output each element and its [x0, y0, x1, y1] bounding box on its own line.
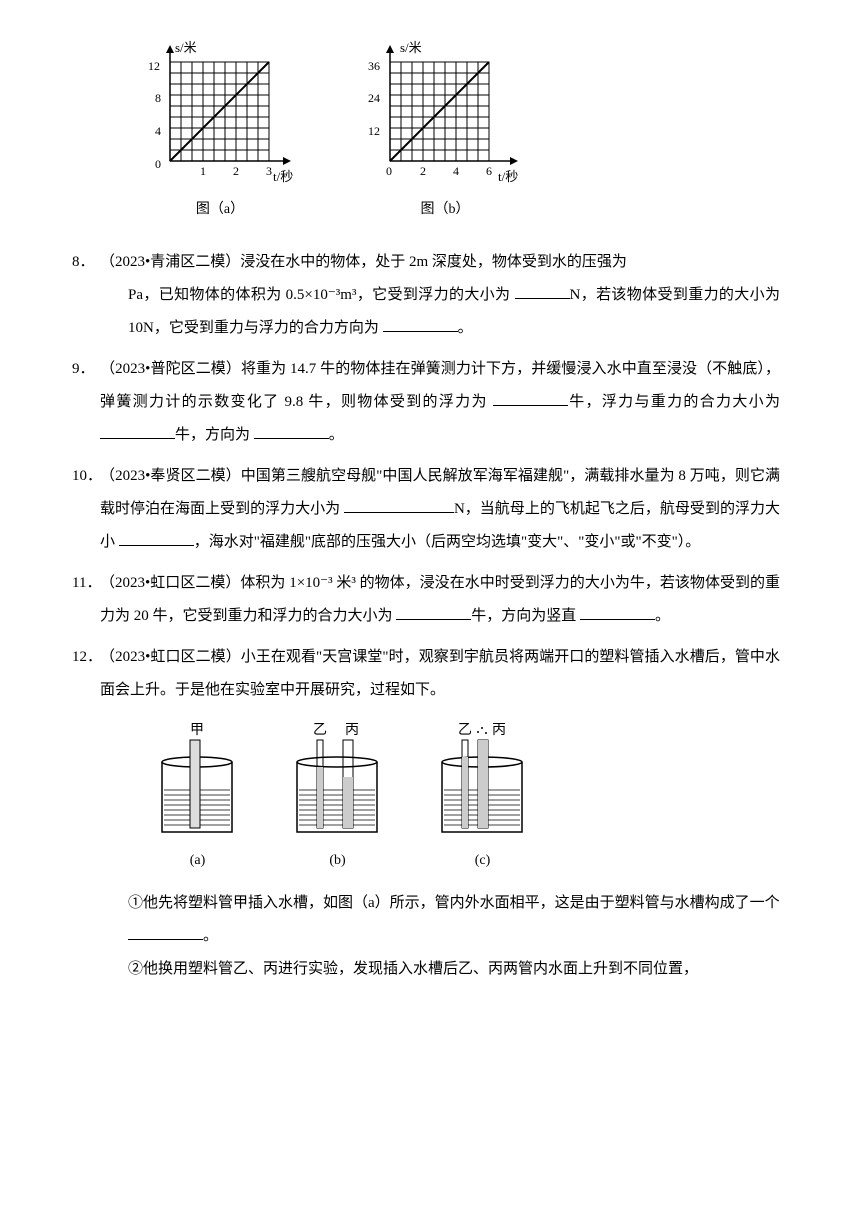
beaker-c-label-right: 丙	[492, 723, 506, 738]
q9-blank1	[493, 391, 568, 406]
q10-blank2	[119, 531, 194, 546]
q9-source: （2023•普陀区二模）	[100, 361, 241, 377]
q11-blank2	[580, 605, 655, 620]
beaker-c-caption: (c)	[475, 846, 491, 877]
q12-sub2: ②他换用塑料管乙、丙进行实验，发现插入水槽后乙、丙两管内水面上升到不同位置，	[100, 953, 780, 986]
q12-num: 12．	[72, 641, 100, 674]
q11-t3: 。	[655, 608, 670, 624]
question-8: 8．（2023•青浦区二模）浸没在水中的物体，处于 2m 深度处，物体受到水的压…	[100, 246, 780, 345]
q8-blank2	[383, 317, 458, 332]
chart-b-caption: 图（b）	[421, 195, 470, 226]
question-9: 9．（2023•普陀区二模）将重为 14.7 牛的物体挂在弹簧测力计下方，并缓慢…	[100, 353, 780, 452]
q10-num: 10．	[72, 460, 100, 493]
beaker-a: 甲 (a)	[150, 722, 245, 877]
q10-blank1	[344, 498, 454, 513]
q11-t2: 牛，方向为竖直	[471, 608, 580, 624]
q8-t4: 。	[458, 320, 473, 336]
q9-t2: 牛，浮力与重力的合力大小为	[568, 394, 780, 410]
beaker-b-caption: (b)	[329, 846, 345, 877]
q9-t4: 。	[329, 427, 344, 443]
q12-sub2-text: 他换用塑料管乙、丙进行实验，发现插入水槽后乙、丙两管内水面上升到不同位置，	[143, 961, 698, 977]
beaker-c-label-left: 乙	[458, 722, 472, 738]
chart-a-ytick-12: 12	[148, 59, 160, 73]
question-12: 12．（2023•虹口区二模）小王在观看"天宫课堂"时，观察到宇航员将两端开口的…	[100, 641, 780, 707]
q9-t3: 牛，方向为	[175, 427, 254, 443]
q8-num: 8．	[72, 246, 100, 279]
q8-blank1	[515, 284, 570, 299]
q12-sub2-circle: ②	[128, 961, 143, 977]
question-11: 11．（2023•虹口区二模）体积为 1×10⁻³ 米³ 的物体，浸没在水中时受…	[100, 567, 780, 633]
chart-b-svg: s/米 36 24 12 0 2 4 6 t/秒	[360, 40, 530, 190]
q11-num: 11．	[72, 567, 100, 600]
q8-t1: 浸没在水中的物体，处于 2m 深度处，物体受到水的压强为	[240, 254, 627, 270]
chart-b-ytick-36: 36	[368, 59, 380, 73]
chart-b-ytick-12: 12	[368, 124, 380, 138]
q10-t3: ，海水对"福建舰"底部的压强大小（后两空均选填"变大"、"变小"或"不变"）。	[194, 534, 701, 550]
beaker-a-caption: (a)	[190, 846, 206, 877]
q12-source: （2023•虹口区二模）	[100, 649, 241, 665]
q12-sub1: ①他先将塑料管甲插入水槽，如图（a）所示，管内外水面相平，这是由于塑料管与水槽构…	[100, 887, 780, 953]
chart-b-xlabel: t/秒	[498, 169, 518, 184]
beaker-b: 乙 丙 (b)	[285, 722, 390, 877]
chart-a-xtick-2: 2	[233, 164, 239, 178]
chart-b-xtick-6: 6	[486, 164, 492, 178]
q12-sub1-circle: ①	[128, 895, 143, 911]
q10-source: （2023•奉贤区二模）	[100, 468, 241, 484]
beaker-b-label-left: 乙	[313, 722, 327, 738]
chart-b-xtick-4: 4	[453, 164, 459, 178]
q9-num: 9．	[72, 353, 100, 386]
q8-source: （2023•青浦区二模）	[100, 254, 240, 270]
q9-blank2	[100, 424, 175, 439]
chart-a-xtick-3: 3	[266, 164, 272, 178]
q11-blank1	[396, 605, 471, 620]
q8-t2: Pa，已知物体的体积为 0.5×10⁻³m³，它受到浮力的大小为	[128, 287, 515, 303]
chart-a-ylabel: s/米	[175, 40, 197, 55]
chart-b-xtick-0: 0	[386, 164, 392, 178]
charts-row: s/米 12 8 4 0 1 2	[140, 40, 780, 226]
chart-a-ytick-0: 0	[155, 157, 161, 171]
chart-a-ytick-8: 8	[155, 91, 161, 105]
chart-a-xlabel: t/秒	[273, 169, 293, 184]
chart-b-ylabel: s/米	[400, 40, 422, 55]
question-10: 10．（2023•奉贤区二模）中国第三艘航空母舰"中国人民解放军海军福建舰"，满…	[100, 460, 780, 559]
q12-sub1-end: 。	[203, 928, 218, 944]
beaker-c: 乙 丙 (c)	[430, 722, 535, 877]
q11-source: （2023•虹口区二模）	[100, 575, 240, 591]
chart-a-caption: 图（a）	[196, 195, 244, 226]
q9-blank3	[254, 424, 329, 439]
chart-b-ytick-24: 24	[368, 91, 380, 105]
q12-sub1-blank	[128, 925, 203, 940]
q12-sub1-text: 他先将塑料管甲插入水槽，如图（a）所示，管内外水面相平，这是由于塑料管与水槽构成…	[143, 895, 780, 911]
beaker-a-label: 甲	[190, 723, 204, 738]
chart-a-xtick-1: 1	[200, 164, 206, 178]
chart-b-xtick-2: 2	[420, 164, 426, 178]
chart-a-ytick-4: 4	[155, 124, 161, 138]
beaker-b-label-right: 丙	[345, 723, 359, 738]
chart-a-container: s/米 12 8 4 0 1 2	[140, 40, 300, 226]
chart-b-container: s/米 36 24 12 0 2 4 6 t/秒 图（b）	[360, 40, 530, 226]
beaker-row: 甲 (a) 乙 丙	[150, 722, 780, 877]
chart-a-svg: s/米 12 8 4 0 1 2	[140, 40, 300, 190]
